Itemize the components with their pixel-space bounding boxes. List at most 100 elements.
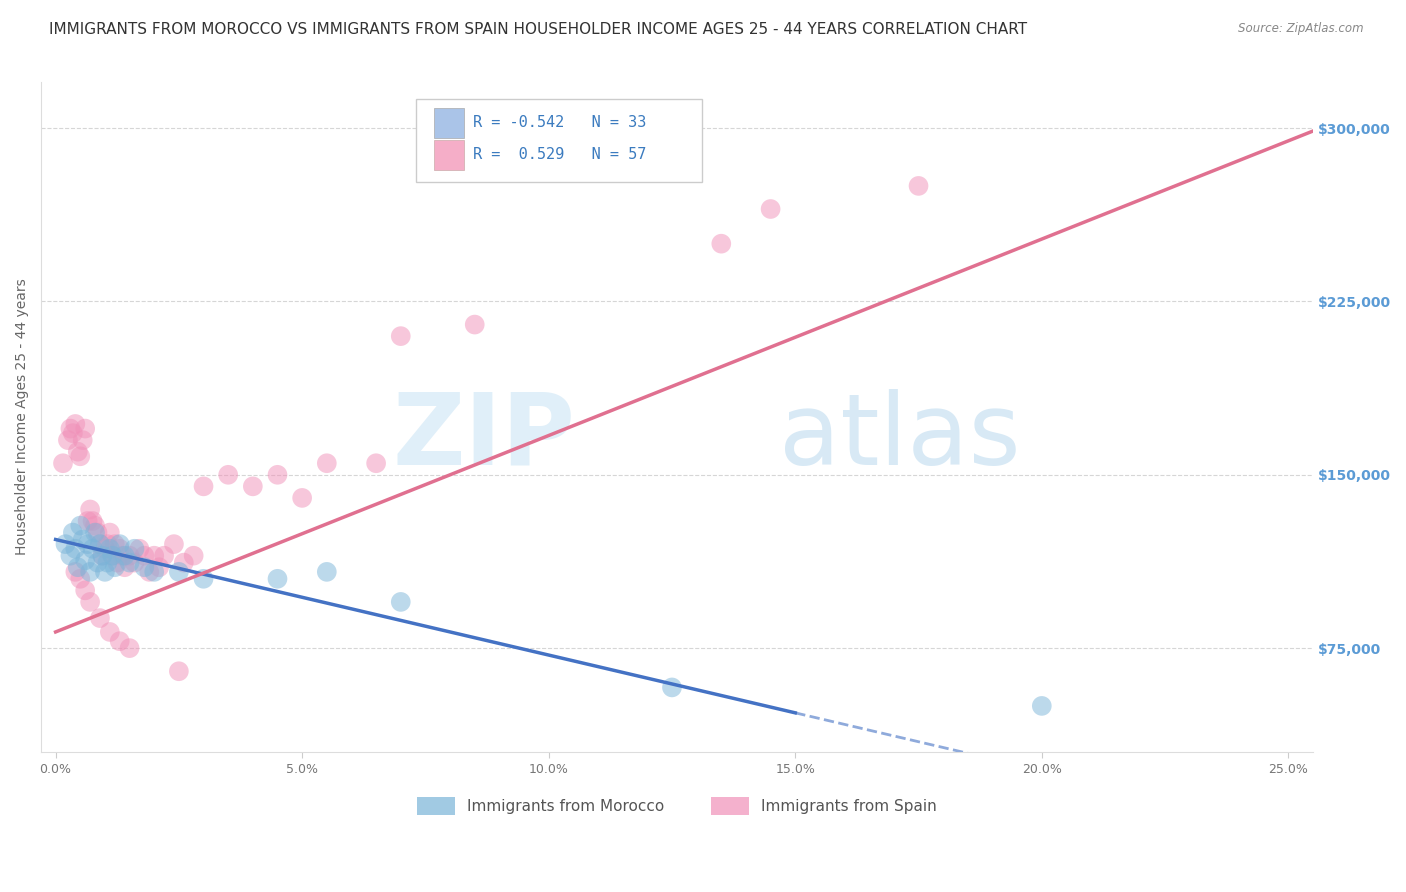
Point [101,549,124,563]
Point [759,202,782,216]
Point [128,541,150,556]
Point [118,556,141,570]
Point [114,549,136,563]
Point [266,572,288,586]
Point [242,479,264,493]
Point [907,178,929,193]
Point [98,541,121,556]
Point [79,595,101,609]
Point [153,549,176,563]
Point [1031,698,1053,713]
Point [96,556,118,570]
Point [69,450,91,464]
Point [163,537,186,551]
Point [69,572,91,586]
Point [173,556,195,570]
Point [134,560,156,574]
Text: atlas: atlas [779,389,1021,485]
Point [86,525,108,540]
FancyBboxPatch shape [416,99,703,183]
Point [193,572,215,586]
Point [193,479,215,493]
Point [75,583,97,598]
Point [291,491,314,505]
Point [89,537,111,551]
Point [69,518,91,533]
Y-axis label: Householder Income Ages 25 - 44 years: Householder Income Ages 25 - 44 years [15,278,30,556]
Point [315,565,337,579]
Point [79,565,101,579]
Point [101,549,124,563]
Point [52,456,75,470]
Point [114,560,136,574]
Point [75,421,97,435]
Point [104,537,127,551]
Point [65,565,87,579]
Point [118,641,141,656]
Point [65,541,87,556]
FancyBboxPatch shape [434,140,464,169]
Text: IMMIGRANTS FROM MOROCCO VS IMMIGRANTS FROM SPAIN HOUSEHOLDER INCOME AGES 25 - 44: IMMIGRANTS FROM MOROCCO VS IMMIGRANTS FR… [49,22,1028,37]
Point [108,541,131,556]
Point [104,560,127,574]
Point [59,421,82,435]
Text: Source: ZipAtlas.com: Source: ZipAtlas.com [1239,22,1364,36]
Point [148,560,170,574]
Point [59,549,82,563]
Point [183,549,205,563]
Point [66,444,89,458]
Point [94,541,117,556]
Point [65,417,87,431]
Text: ZIP: ZIP [392,389,575,485]
Point [366,456,388,470]
Point [315,456,337,470]
Point [75,553,97,567]
Legend: Immigrants from Morocco, Immigrants from Spain: Immigrants from Morocco, Immigrants from… [411,790,943,822]
Point [96,537,118,551]
Point [124,541,146,556]
Point [266,467,288,482]
Point [82,514,104,528]
Point [118,549,141,563]
Point [167,565,190,579]
Point [89,611,111,625]
Point [98,525,121,540]
Text: R =  0.529   N = 57: R = 0.529 N = 57 [474,147,647,162]
Point [464,318,486,332]
Point [82,541,104,556]
Point [143,549,166,563]
Point [79,502,101,516]
Point [389,595,412,609]
Point [105,556,128,570]
Point [710,236,733,251]
Point [138,565,160,579]
Point [124,556,146,570]
Point [134,549,156,563]
Point [62,525,84,540]
Point [167,665,190,679]
Point [143,565,166,579]
Point [89,537,111,551]
Point [389,329,412,343]
Point [56,433,79,447]
Point [55,537,77,551]
FancyBboxPatch shape [434,108,464,137]
Point [86,556,108,570]
Point [84,525,107,540]
Point [111,549,134,563]
Point [62,426,84,441]
Point [76,537,98,551]
Point [108,537,131,551]
Point [217,467,239,482]
Point [72,533,94,547]
Point [72,433,94,447]
Point [66,560,89,574]
Point [108,634,131,648]
Point [661,681,683,695]
Point [76,514,98,528]
Point [91,549,114,563]
Point [94,565,117,579]
Point [84,518,107,533]
Point [98,624,121,639]
Text: R = -0.542   N = 33: R = -0.542 N = 33 [474,115,647,130]
